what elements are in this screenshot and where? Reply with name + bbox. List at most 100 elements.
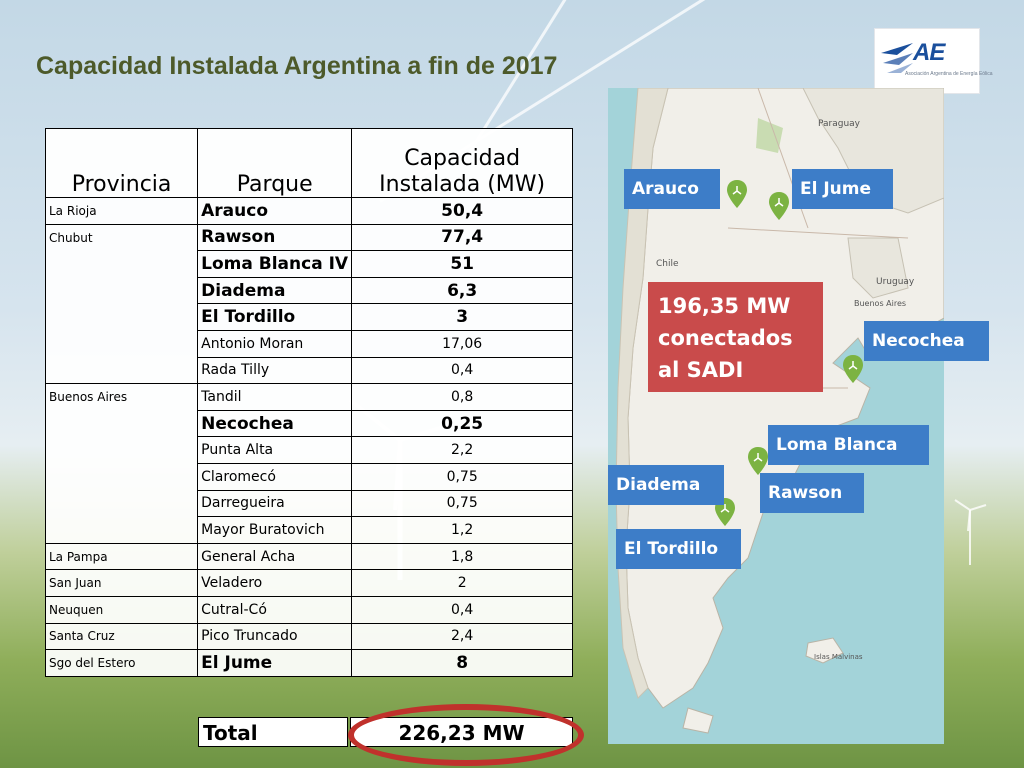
cell-capacidad: 50,4 (351, 197, 573, 225)
table-row: Punta Alta 2,2 (44, 436, 573, 464)
table-row: Darregueira 0,75 (44, 489, 573, 518)
cell-capacidad: 0,75 (351, 462, 573, 491)
header-capacidad: Capacidad Instalada (MW) (351, 128, 573, 198)
cell-parque: Rawson (197, 223, 353, 252)
wind-turbine-icon (954, 499, 987, 565)
cell-parque: Necochea (197, 409, 353, 438)
map-label-diadema: Diadema (608, 465, 724, 505)
cell-capacidad: 3 (351, 303, 573, 331)
cell-capacidad: 8 (351, 649, 573, 677)
wind-pin-icon (715, 498, 735, 526)
cell-parque: Loma Blanca IV (197, 250, 353, 278)
cell-provincia: La Rioja (44, 197, 199, 225)
cell-provincia: Sgo del Estero (44, 649, 199, 677)
wind-pin-icon (748, 447, 768, 475)
table-row: Neuquen Cutral-Có 0,4 (44, 595, 573, 624)
logo-wing-icon (881, 43, 913, 73)
cell-parque: Pico Truncado (197, 622, 353, 651)
map-label-rawson: Rawson (760, 473, 864, 513)
map-label-el-jume: El Jume (792, 169, 893, 209)
map-place-paraguay: Paraguay (818, 119, 861, 129)
map-place-uruguay: Uruguay (876, 277, 915, 287)
cell-capacidad: 51 (351, 250, 573, 278)
cell-capacidad: 17,06 (351, 329, 573, 358)
cell-provincia (44, 436, 199, 464)
logo: AE Asociación Argentina de Energía Eólic… (874, 28, 993, 94)
cell-parque: Tandil (197, 383, 353, 411)
cell-parque: El Jume (197, 649, 353, 677)
cell-parque: General Acha (197, 542, 353, 571)
cell-capacidad: 0,8 (351, 383, 573, 411)
callout-line-1: 196,35 MW (658, 294, 791, 318)
cell-provincia (44, 410, 199, 437)
cell-capacidad: 2 (351, 569, 573, 597)
page-title: Capacidad Instalada Argentina a fin de 2… (36, 52, 558, 80)
table-row: Mayor Buratovich 1,2 (44, 516, 573, 544)
capacity-table: Provincia Parque Capacidad Instalada (MW… (44, 128, 573, 677)
cell-capacidad: 2,4 (351, 622, 573, 651)
highlight-ellipse (348, 704, 584, 766)
cell-capacidad: 77,4 (351, 223, 573, 252)
map-label-arauco: Arauco (624, 169, 720, 209)
cell-provincia: Santa Cruz (44, 622, 199, 651)
cell-provincia (44, 330, 199, 358)
cell-parque: Claromecó (197, 462, 353, 491)
table-row: Santa Cruz Pico Truncado 2,4 (44, 622, 573, 651)
table-row: Sgo del Estero El Jume 8 (44, 649, 573, 677)
callout-line-3: al SADI (658, 358, 744, 382)
table-row: San Juan Veladero 2 (44, 569, 573, 597)
cell-capacidad: 2,2 (351, 436, 573, 464)
cell-provincia (44, 490, 199, 517)
map-label-loma-blanca: Loma Blanca (768, 425, 929, 465)
table-header-row: Provincia Parque Capacidad Instalada (MW… (44, 128, 573, 198)
cell-provincia (44, 463, 199, 491)
header-parque: Parque (197, 128, 353, 198)
table-row: La Rioja Arauco 50,4 (44, 197, 573, 225)
cell-provincia: Chubut (44, 223, 199, 251)
wind-pin-icon (843, 355, 863, 383)
map-place-buenos-aires: Buenos Aires (854, 299, 906, 308)
logo-text: AE (913, 39, 945, 66)
cell-parque: Antonio Moran (197, 329, 353, 358)
table-row: Chubut Rawson 77,4 (44, 223, 573, 252)
cell-parque: Mayor Buratovich (197, 516, 353, 544)
cell-provincia: San Juan (44, 569, 199, 597)
cell-provincia (44, 250, 199, 278)
cell-provincia (44, 303, 199, 331)
table-row: La Pampa General Acha 1,8 (44, 542, 573, 571)
table-row: Rada Tilly 0,4 (44, 356, 573, 385)
cell-capacidad: 6,3 (351, 276, 573, 305)
table-row: Claromecó 0,75 (44, 462, 573, 491)
cell-parque: Veladero (197, 569, 353, 597)
wind-pin-icon (727, 180, 747, 208)
table-row: Buenos Aires Tandil 0,8 (44, 383, 573, 411)
total-label: Total (198, 717, 348, 747)
map-label-necochea: Necochea (864, 321, 989, 361)
cell-capacidad: 1,2 (351, 516, 573, 544)
table-row: El Tordillo 3 (44, 303, 573, 331)
table-row: Necochea 0,25 (44, 409, 573, 438)
table-row: Loma Blanca IV 51 (44, 250, 573, 278)
cell-parque: Rada Tilly (197, 356, 353, 385)
cell-parque: Punta Alta (197, 436, 353, 464)
header-provincia: Provincia (44, 128, 199, 198)
cell-provincia (44, 277, 199, 304)
sadi-callout: 196,35 MW conectados al SADI (648, 282, 823, 392)
cell-provincia: La Pampa (44, 542, 199, 571)
cell-parque: Diadema (197, 276, 353, 305)
cell-capacidad: 0,4 (351, 595, 573, 624)
table-row: Antonio Moran 17,06 (44, 329, 573, 358)
cell-provincia (44, 357, 199, 385)
table-row: Diadema 6,3 (44, 276, 573, 305)
cell-capacidad: 1,8 (351, 542, 573, 571)
cell-capacidad: 0,75 (351, 489, 573, 518)
wind-pin-icon (769, 192, 789, 220)
map-label-el-tordillo: El Tordillo (616, 529, 741, 569)
cell-parque: Cutral-Có (197, 595, 353, 624)
cell-provincia: Neuquen (44, 595, 199, 624)
callout-line-2: conectados (658, 326, 793, 350)
cell-capacidad: 0,4 (351, 356, 573, 385)
cell-parque: Darregueira (197, 489, 353, 518)
cell-parque: Arauco (197, 197, 353, 225)
cell-provincia (44, 516, 199, 544)
